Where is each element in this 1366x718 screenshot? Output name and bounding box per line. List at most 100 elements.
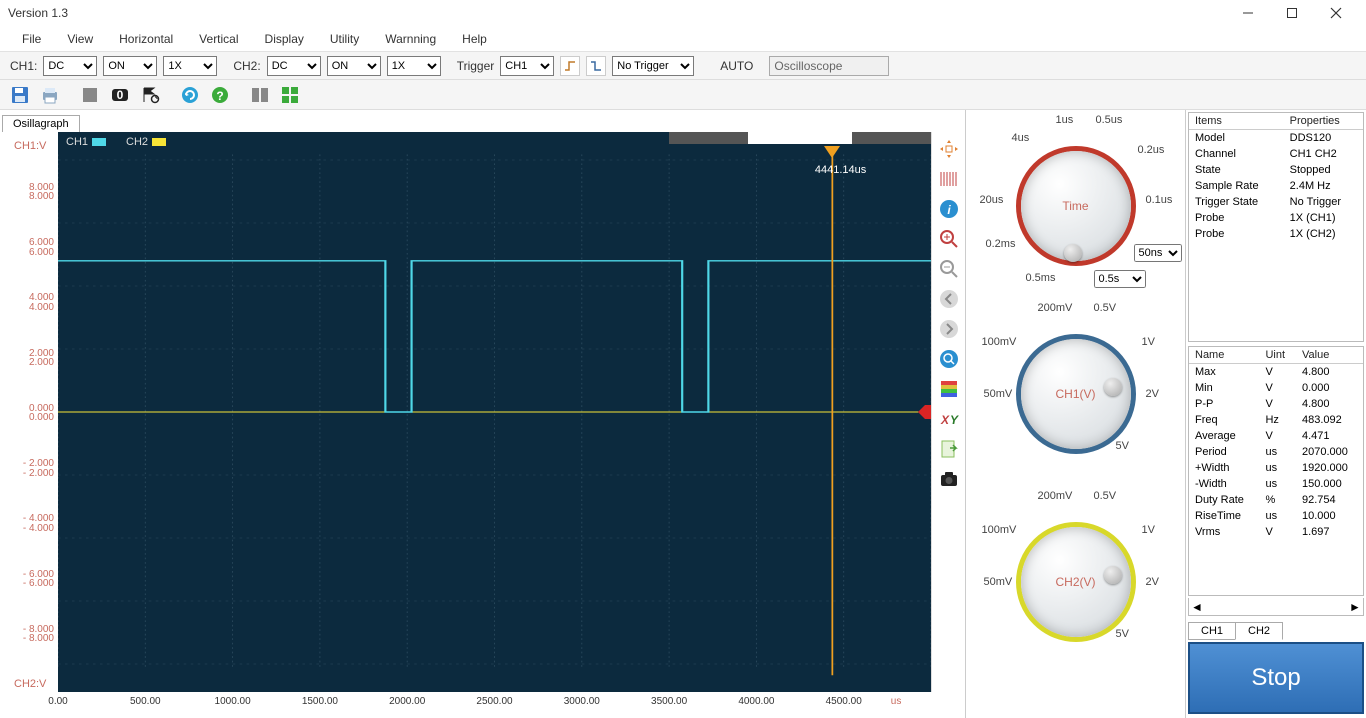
ruler-icon[interactable] bbox=[936, 166, 962, 192]
ch2-probe-select[interactable]: 1X bbox=[387, 56, 441, 76]
y-tick-label: 6.000 bbox=[29, 247, 54, 258]
menu-warning[interactable]: Warnning bbox=[373, 28, 448, 50]
tab-ch2[interactable]: CH2 bbox=[1235, 622, 1283, 640]
flag-icon[interactable] bbox=[136, 82, 164, 108]
x-tick-label: 4500.00 bbox=[826, 696, 862, 707]
camera-icon[interactable] bbox=[936, 466, 962, 492]
menu-utility[interactable]: Utility bbox=[318, 28, 371, 50]
y-tick-label: 0.000 bbox=[29, 412, 54, 423]
time-select-1[interactable]: 50ns bbox=[1134, 244, 1182, 262]
x-tick-label: 1500.00 bbox=[302, 696, 338, 707]
x-axis: 0.00500.001000.001500.002000.002500.0030… bbox=[0, 692, 965, 718]
print-icon[interactable] bbox=[36, 82, 64, 108]
x-tick-label: 2500.00 bbox=[476, 696, 512, 707]
trigger-label: Trigger bbox=[457, 59, 495, 73]
xy-mode-icon[interactable]: XY bbox=[936, 406, 962, 432]
x-tick-label: 4000.00 bbox=[738, 696, 774, 707]
ch1-knob-label: CH1(V) bbox=[1055, 387, 1095, 401]
scroll-right-icon[interactable]: ► bbox=[1347, 599, 1363, 615]
menu-vertical[interactable]: Vertical bbox=[187, 28, 250, 50]
ch1-knob[interactable]: CH1(V) 200mV 0.5V 1V 2V 5V 100mV 50mV bbox=[986, 304, 1166, 484]
stop-button[interactable]: Stop bbox=[1188, 642, 1364, 714]
table-row: MaxV4.800 bbox=[1189, 364, 1363, 381]
y-tick-label: - 6.000 bbox=[23, 578, 54, 589]
ch1-probe-select[interactable]: 1X bbox=[163, 56, 217, 76]
auto-label[interactable]: AUTO bbox=[710, 59, 763, 73]
search-blue-icon[interactable] bbox=[936, 346, 962, 372]
measurement-scroll[interactable]: ◄ ► bbox=[1188, 598, 1364, 616]
titlebar: Version 1.3 bbox=[0, 0, 1366, 26]
table-row: Trigger StateNo Trigger bbox=[1189, 194, 1363, 210]
time-knob[interactable]: Time 1us 0.5us 0.2us 0.1us 4us 20us 0.2m… bbox=[986, 116, 1166, 296]
table-row: -Widthus150.000 bbox=[1189, 476, 1363, 492]
menu-help[interactable]: Help bbox=[450, 28, 499, 50]
stop-square-icon[interactable] bbox=[76, 82, 104, 108]
menu-display[interactable]: Display bbox=[253, 28, 316, 50]
table-row: VrmsV1.697 bbox=[1189, 524, 1363, 540]
info-icon[interactable]: i bbox=[936, 196, 962, 222]
window-title: Version 1.3 bbox=[8, 6, 1226, 20]
table-row: Periodus2070.000 bbox=[1189, 444, 1363, 460]
x-tick-label: 3000.00 bbox=[564, 696, 600, 707]
ch1-enable-select[interactable]: ON bbox=[103, 56, 157, 76]
menu-file[interactable]: File bbox=[10, 28, 53, 50]
trigger-edge-fall-icon[interactable] bbox=[586, 56, 606, 76]
close-button[interactable] bbox=[1314, 0, 1358, 26]
trigger-marker-icon[interactable] bbox=[824, 146, 840, 158]
ch1-coupling-select[interactable]: DC bbox=[43, 56, 97, 76]
yaxis-ch1-title: CH1:V bbox=[14, 140, 46, 152]
svg-text:Y: Y bbox=[950, 413, 959, 427]
help-icon[interactable]: ? bbox=[206, 82, 234, 108]
plot-area[interactable]: CH1 CH2 4441.14us 2 bbox=[58, 132, 931, 692]
y-tick-label: - 8.000 bbox=[23, 633, 54, 644]
table-row: P-PV4.800 bbox=[1189, 396, 1363, 412]
refresh-icon[interactable] bbox=[176, 82, 204, 108]
ch2-coupling-select[interactable]: DC bbox=[267, 56, 321, 76]
trigger-source-select[interactable]: CH1 bbox=[500, 56, 554, 76]
menu-horizontal[interactable]: Horizontal bbox=[107, 28, 185, 50]
trigger-edge-rise-icon[interactable] bbox=[560, 56, 580, 76]
x-tick-label: 2000.00 bbox=[389, 696, 425, 707]
graph-tab[interactable]: Osillagraph bbox=[2, 115, 80, 132]
nav-forward-icon[interactable] bbox=[936, 316, 962, 342]
device-display bbox=[769, 56, 889, 76]
ch2-knob[interactable]: CH2(V) 200mV 0.5V 1V 2V 5V 100mV 50mV bbox=[986, 492, 1166, 672]
zoom-out-icon[interactable] bbox=[936, 256, 962, 282]
export-icon[interactable] bbox=[936, 436, 962, 462]
nav-back-icon[interactable] bbox=[936, 286, 962, 312]
table-row: +Widthus1920.000 bbox=[1189, 460, 1363, 476]
overview-bar[interactable] bbox=[669, 132, 931, 144]
plot-wrap: CH1:V 8.0008.0006.0006.0004.0004.0002.00… bbox=[0, 132, 965, 692]
zero-icon[interactable]: 0 bbox=[106, 82, 134, 108]
zoom-in-icon[interactable] bbox=[936, 226, 962, 252]
tab-ch1[interactable]: CH1 bbox=[1188, 622, 1236, 640]
trigger-mode-select[interactable]: No Trigger bbox=[612, 56, 694, 76]
save-icon[interactable] bbox=[6, 82, 34, 108]
layout-columns-icon[interactable] bbox=[246, 82, 274, 108]
table-row: StateStopped bbox=[1189, 162, 1363, 178]
ch2-zero-marker[interactable]: 2 bbox=[925, 405, 931, 419]
scroll-left-icon[interactable]: ◄ bbox=[1189, 599, 1205, 615]
y-tick-label: 8.000 bbox=[29, 191, 54, 202]
pan-icon[interactable] bbox=[936, 136, 962, 162]
table-row: ModelDDS120 bbox=[1189, 130, 1363, 147]
legend-ch2: CH2 bbox=[126, 136, 166, 148]
x-tick-label: 500.00 bbox=[130, 696, 161, 707]
svg-text:0: 0 bbox=[117, 88, 124, 102]
measurement-table-wrap: NameUintValue MaxV4.800MinV0.000P-PV4.80… bbox=[1188, 346, 1364, 596]
y-tick-label: 4.000 bbox=[29, 302, 54, 313]
table-row: Probe1X (CH2) bbox=[1189, 226, 1363, 242]
menu-view[interactable]: View bbox=[55, 28, 105, 50]
svg-text:?: ? bbox=[216, 89, 223, 103]
legend-ch1: CH1 bbox=[66, 136, 106, 148]
minimize-button[interactable] bbox=[1226, 0, 1270, 26]
rainbow-icon[interactable] bbox=[936, 376, 962, 402]
maximize-button[interactable] bbox=[1270, 0, 1314, 26]
layout-grid-icon[interactable] bbox=[276, 82, 304, 108]
ch2-label: CH2: bbox=[233, 59, 260, 73]
menubar: File View Horizontal Vertical Display Ut… bbox=[0, 26, 1366, 52]
measurement-tabs: CH1 CH2 bbox=[1188, 618, 1364, 640]
time-select-2[interactable]: 0.5s bbox=[1094, 270, 1146, 288]
ch2-enable-select[interactable]: ON bbox=[327, 56, 381, 76]
properties-table-wrap: ItemsProperties ModelDDS120ChannelCH1 CH… bbox=[1188, 112, 1364, 342]
